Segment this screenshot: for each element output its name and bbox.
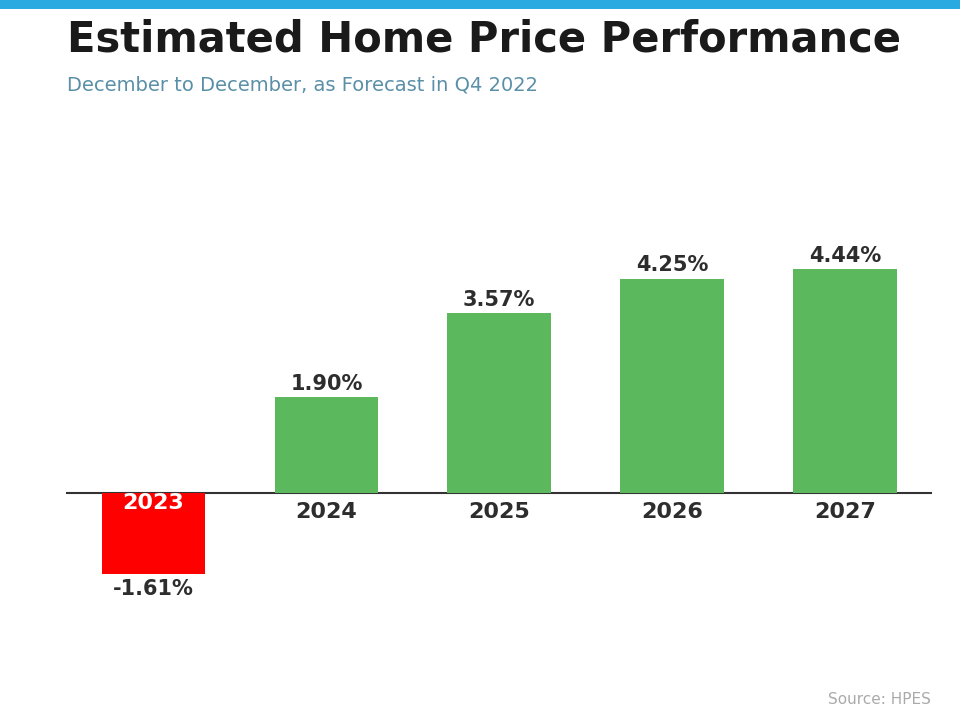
Text: 2023: 2023 [123, 493, 184, 513]
Text: 2024: 2024 [296, 502, 357, 522]
Bar [447, 313, 551, 492]
Bar [275, 397, 378, 492]
Text: 2026: 2026 [641, 502, 703, 522]
Text: 4.44%: 4.44% [808, 246, 881, 266]
Text: December to December, as Forecast in Q4 2022: December to December, as Forecast in Q4 … [67, 76, 539, 94]
Text: Source: HPES: Source: HPES [828, 692, 931, 707]
Bar [793, 269, 897, 492]
Bar [102, 492, 205, 514]
Text: 3.57%: 3.57% [463, 289, 536, 310]
Text: 2027: 2027 [814, 502, 876, 522]
Text: 1.90%: 1.90% [290, 374, 363, 394]
Text: Estimated Home Price Performance: Estimated Home Price Performance [67, 18, 901, 60]
Bar [102, 492, 205, 574]
Bar [620, 279, 724, 492]
Text: 2025: 2025 [468, 502, 530, 522]
Text: -1.61%: -1.61% [113, 579, 194, 599]
Text: 4.25%: 4.25% [636, 256, 708, 275]
